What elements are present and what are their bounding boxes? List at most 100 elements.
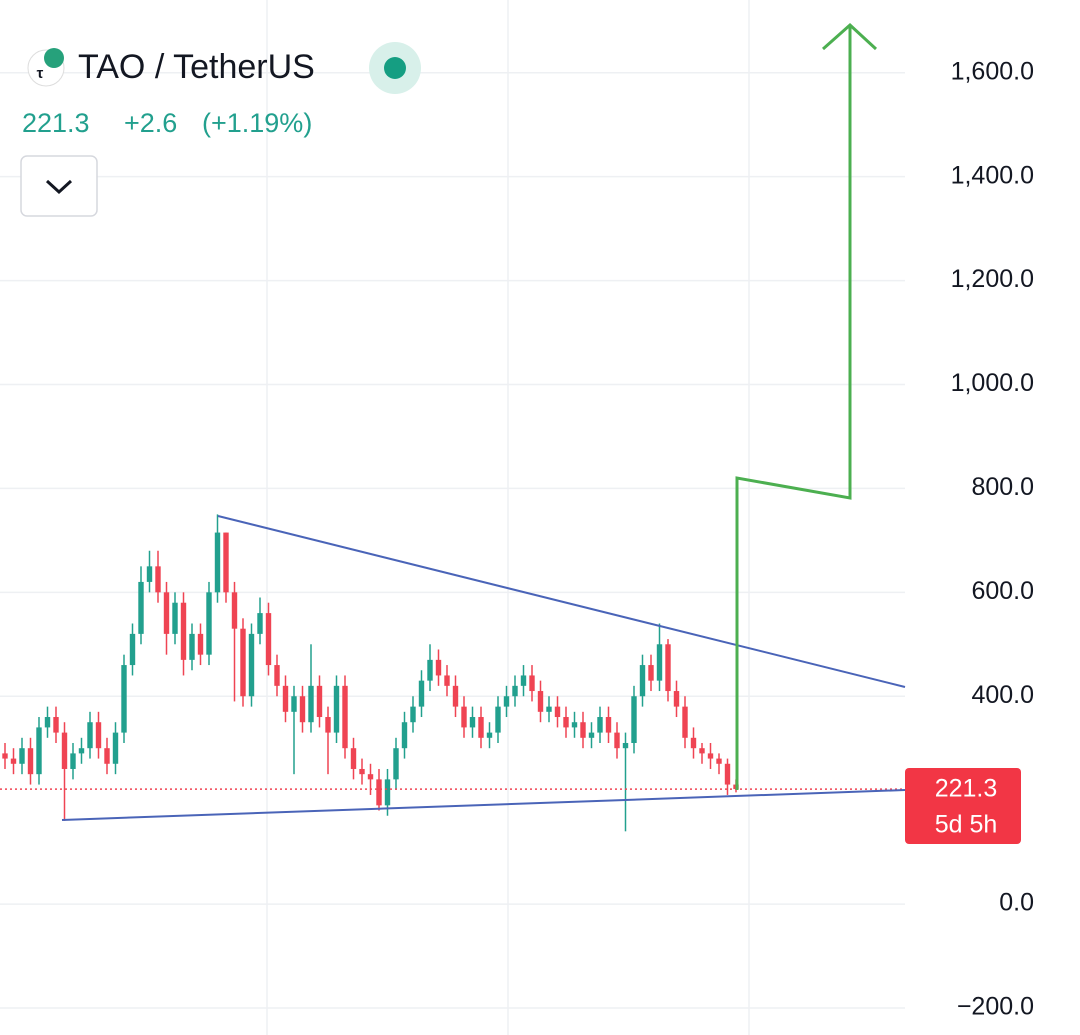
y-axis: 1,600.0 1,400.0 1,200.0 1,000.0 800.0 600.0 40… [951,57,1034,1020]
candle-body [699,748,705,754]
candle-body [248,633,255,697]
collapse-button[interactable] [20,155,98,217]
candle-body [393,748,399,780]
candle-body [580,722,586,738]
candle-body [257,613,263,634]
candle-body [121,665,127,733]
candle-body [308,685,314,723]
candle-body [163,592,170,634]
candle-body [614,732,620,749]
candle-body [665,644,671,692]
candle-body [384,779,391,806]
price-tag-countdown: 5d 5h [935,811,998,839]
candle-body [2,753,8,759]
y-tick-label: −200.0 [957,993,1034,1021]
status-dot [384,57,406,79]
y-tick-label: 600.0 [971,577,1034,605]
candle-body [401,722,408,749]
candle-body [605,717,612,733]
y-tick-label: 400.0 [971,681,1034,709]
symbol-title: TAO / TetherUS [78,48,315,86]
candle-body [588,732,595,738]
candle-body [189,633,195,660]
candle-body [19,748,25,764]
projection-arrow [735,25,852,790]
symbol-icon-glyph: τ [37,65,44,82]
candle-body [639,665,646,697]
arrow-head [822,22,878,51]
candle-body [231,592,238,629]
last-price: 221.3 [22,108,90,138]
candle-body [10,758,17,764]
candle-body [418,680,425,707]
candles [0,514,905,832]
price-tag [905,768,1021,844]
candle-body [563,717,569,728]
candle-body [146,566,153,582]
candle-body [214,532,221,593]
chevron-icon [45,179,73,195]
candle-body [622,742,629,749]
vertical-grid [266,0,750,1035]
grid [0,71,905,1009]
candle-body [112,732,119,764]
candle-body [682,706,688,738]
candle-body [597,717,603,733]
y-tick-label: 800.0 [971,473,1034,501]
candle-body [690,737,697,749]
candle-body [469,717,476,728]
candle-body [673,691,680,707]
candle-body [546,706,552,712]
candle-body [172,602,178,634]
candle-body [36,727,42,775]
candle-body [571,722,578,728]
candle-body [282,685,289,712]
candle-body [342,685,348,749]
candle-body [554,706,561,718]
candle-body [427,659,433,681]
candle-body [707,753,714,759]
candle-body [265,613,272,666]
drawings [61,22,906,821]
candle-body [503,696,510,707]
candle-body [104,748,110,764]
y-tick-label: 1,400.0 [951,161,1034,189]
price-change: +2.6 [124,108,177,138]
candle-body [53,717,59,733]
candle-body [656,644,663,681]
y-tick-label: 0.0 [999,889,1034,917]
symbol-icon-badge [44,48,64,68]
upper-trendline [217,515,906,688]
candle-body [78,748,85,754]
candle-body [206,592,212,655]
price-change-pct: (+1.19%) [202,108,312,138]
candle-body [410,706,416,723]
candle-body [520,675,527,686]
header: τ TAO / TetherUS 221.3 +2.6 (+1.19%) [20,42,421,217]
candle-body [299,696,306,723]
candle-body [316,685,323,718]
candle-body [631,696,637,743]
candle-body [537,691,544,712]
candle-body [486,732,493,738]
candle-body [367,774,374,780]
candle-body [461,706,467,728]
candle-body [223,532,229,593]
candle-body [27,748,34,775]
candle-body [359,768,365,775]
candle-body [716,758,722,764]
candle-body [478,717,484,738]
candle-body [138,581,144,634]
candle-body [44,717,51,728]
candle-body [197,633,204,655]
candle-body [87,722,93,749]
candle-body [95,722,102,749]
candle-body [180,602,187,660]
candle-body [350,748,357,769]
candle-body [70,753,76,769]
y-tick-label: 1,200.0 [951,265,1034,293]
candle-body [291,696,297,712]
candle-body [376,779,382,806]
candle-body [435,659,442,676]
